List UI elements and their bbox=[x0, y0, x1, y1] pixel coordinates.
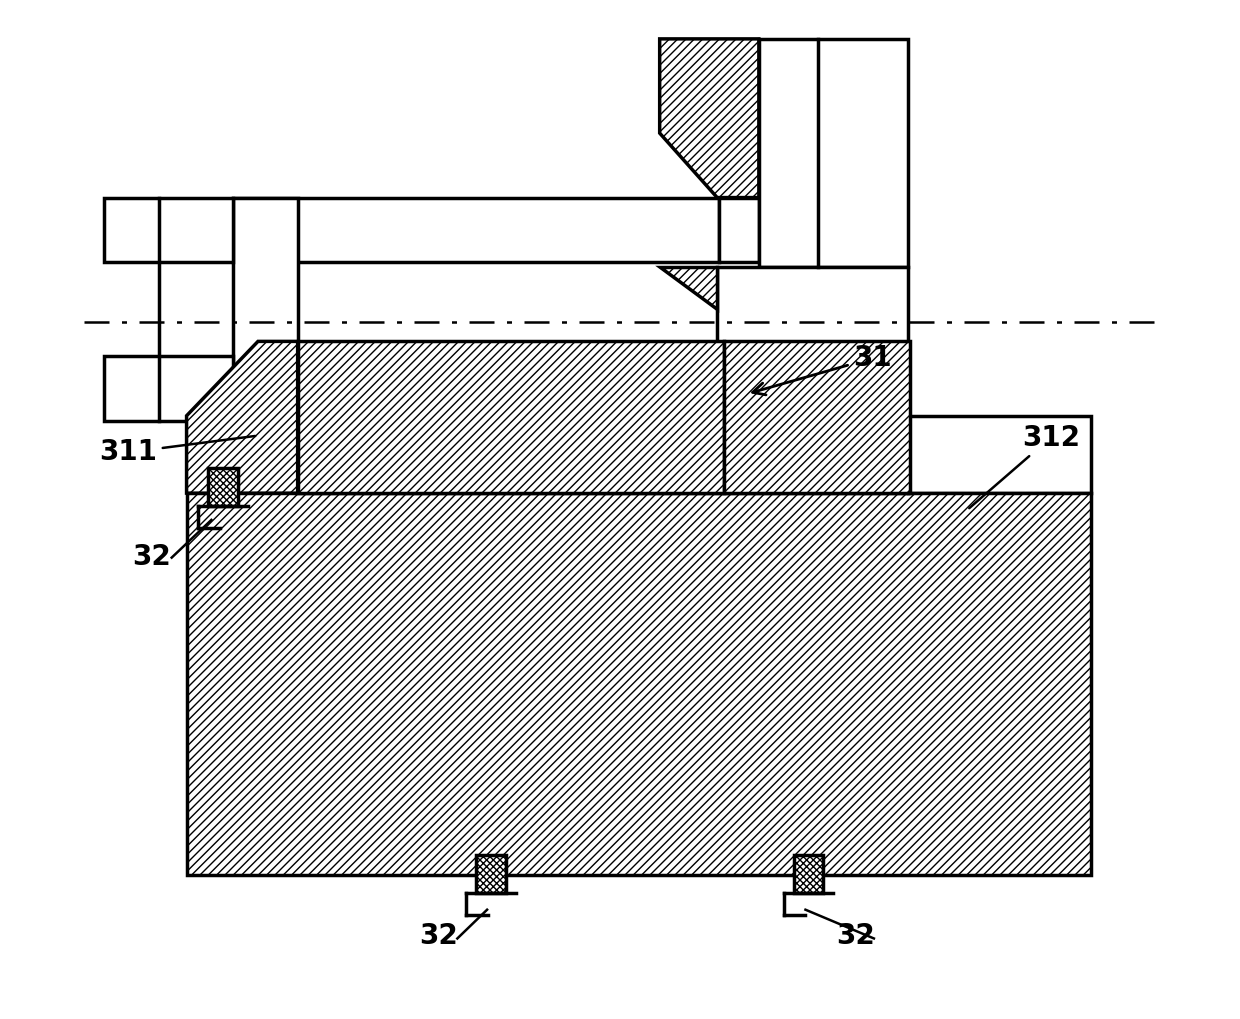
Bar bbox=[794, 855, 823, 893]
Polygon shape bbox=[660, 357, 717, 416]
Bar bbox=[104, 357, 233, 421]
Polygon shape bbox=[298, 341, 724, 493]
Bar bbox=[208, 469, 238, 506]
Bar bbox=[759, 39, 908, 267]
Text: 31: 31 bbox=[753, 344, 892, 395]
Bar bbox=[719, 357, 759, 421]
Bar bbox=[719, 198, 759, 262]
Text: 311: 311 bbox=[99, 436, 255, 467]
Bar bbox=[104, 198, 233, 262]
Bar bbox=[233, 198, 298, 421]
Text: 32: 32 bbox=[836, 922, 875, 951]
Bar bbox=[908, 416, 1091, 493]
Bar bbox=[186, 493, 1091, 875]
Polygon shape bbox=[660, 267, 717, 309]
Bar bbox=[233, 198, 719, 262]
Text: 32: 32 bbox=[419, 922, 459, 951]
Text: 312: 312 bbox=[970, 424, 1080, 508]
Bar bbox=[717, 267, 908, 357]
Bar bbox=[233, 357, 719, 421]
Bar bbox=[476, 855, 506, 893]
Text: 32: 32 bbox=[131, 542, 171, 571]
Polygon shape bbox=[724, 341, 910, 493]
Polygon shape bbox=[186, 341, 298, 493]
Polygon shape bbox=[660, 39, 759, 198]
